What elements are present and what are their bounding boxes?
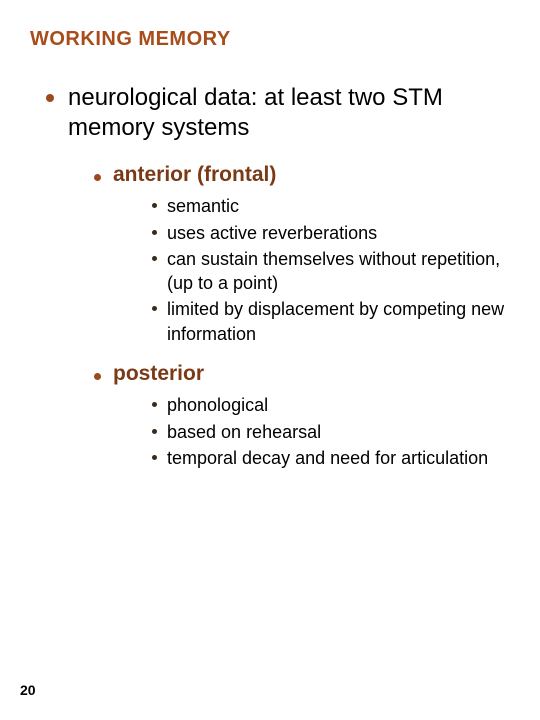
level3-text: phonological bbox=[167, 393, 268, 417]
bullet-icon bbox=[152, 203, 157, 208]
bullet-icon bbox=[152, 256, 157, 261]
bullet-icon bbox=[152, 306, 157, 311]
level1-list: neurological data: at least two STM memo… bbox=[46, 83, 510, 470]
level3-text: temporal decay and need for articulation bbox=[167, 446, 488, 470]
level3-item: semantic bbox=[152, 194, 510, 218]
level2-heading: posterior bbox=[113, 360, 204, 387]
bullet-icon bbox=[94, 174, 101, 181]
level3-text: uses active reverberations bbox=[167, 221, 377, 245]
level3-item: temporal decay and need for articulation bbox=[152, 446, 510, 470]
level3-text: based on rehearsal bbox=[167, 420, 321, 444]
level3-item: based on rehearsal bbox=[152, 420, 510, 444]
level2-list: anterior (frontal) semantic uses active … bbox=[94, 161, 510, 470]
level3-text: semantic bbox=[167, 194, 239, 218]
bullet-icon bbox=[46, 94, 54, 102]
level3-item: can sustain themselves without repetitio… bbox=[152, 247, 510, 296]
bullet-icon bbox=[152, 455, 157, 460]
level3-item: limited by displacement by competing new… bbox=[152, 297, 510, 346]
level1-item: neurological data: at least two STM memo… bbox=[46, 83, 510, 143]
level2-item-posterior: posterior phonological based on rehearsa… bbox=[94, 360, 510, 470]
level2-heading: anterior (frontal) bbox=[113, 161, 276, 188]
level3-list: phonological based on rehearsal temporal… bbox=[152, 393, 510, 470]
bullet-icon bbox=[152, 230, 157, 235]
level3-text: can sustain themselves without repetitio… bbox=[167, 247, 510, 296]
level3-text: limited by displacement by competing new… bbox=[167, 297, 510, 346]
slide-title: WORKING MEMORY bbox=[30, 28, 510, 51]
level3-list: semantic uses active reverberations can … bbox=[152, 194, 510, 346]
bullet-icon bbox=[152, 402, 157, 407]
page-number: 20 bbox=[20, 682, 36, 698]
bullet-icon bbox=[152, 429, 157, 434]
level2-item-anterior: anterior (frontal) semantic uses active … bbox=[94, 161, 510, 346]
level3-item: phonological bbox=[152, 393, 510, 417]
level1-text: neurological data: at least two STM memo… bbox=[68, 83, 510, 143]
level3-item: uses active reverberations bbox=[152, 221, 510, 245]
bullet-icon bbox=[94, 373, 101, 380]
